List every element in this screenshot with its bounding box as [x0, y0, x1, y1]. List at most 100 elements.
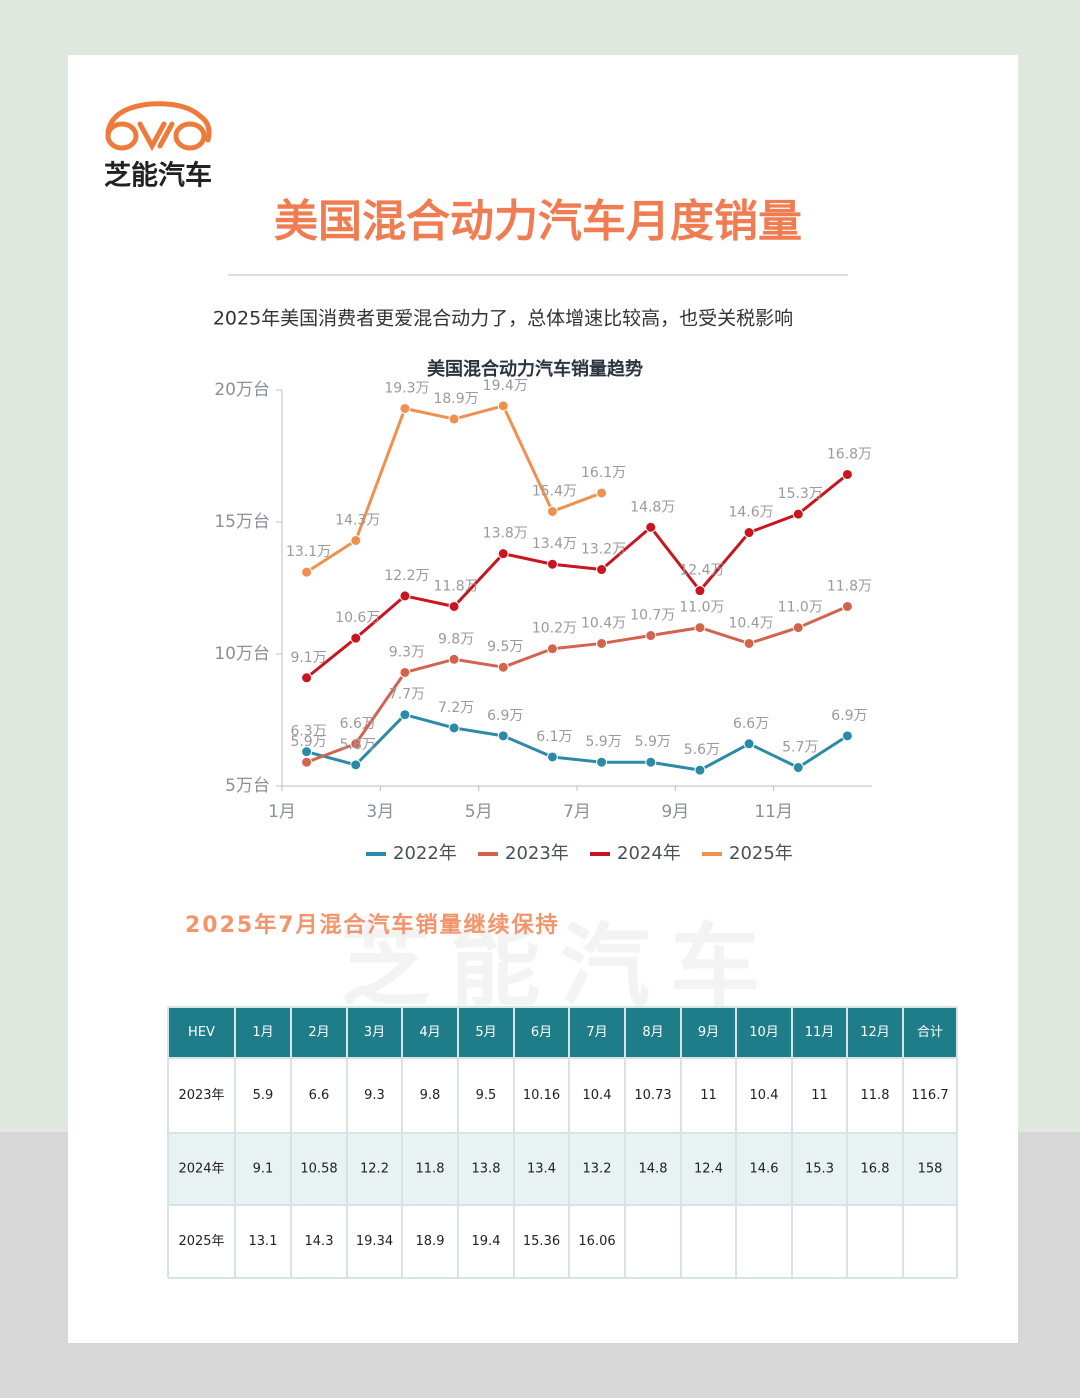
table-header-cell: 6月 [531, 1025, 552, 1040]
table-cell: 10.58 [300, 1162, 337, 1177]
table-cell: 11 [811, 1088, 828, 1103]
table-header-cell: 合计 [917, 1025, 943, 1040]
table-cell: 6.6 [309, 1088, 330, 1103]
data-label: 10.4万 [581, 615, 626, 631]
table-cell: 19.4 [472, 1234, 501, 1249]
data-point [694, 622, 706, 634]
table-cell: 2024年 [178, 1162, 224, 1177]
data-label: 13.2万 [581, 542, 626, 558]
data-label: 13.8万 [483, 526, 528, 542]
page-title: 美国混合动力汽车月度销量 [274, 196, 802, 247]
table-cell: 10.73 [634, 1088, 671, 1103]
y-tick-label: 10万台 [214, 644, 270, 664]
x-tick-label: 9月 [661, 802, 689, 822]
watermark: 芝能汽车 [340, 914, 780, 1019]
table-cell: 9.3 [364, 1088, 385, 1103]
data-point [645, 521, 657, 533]
data-point [546, 751, 558, 763]
table-header-cell: 1月 [252, 1025, 273, 1040]
data-point [301, 566, 313, 578]
legend-label: 2025年 [729, 843, 793, 864]
table-cell: 12.2 [360, 1162, 389, 1177]
data-point [497, 661, 509, 673]
table-header-cell: 7月 [586, 1025, 607, 1040]
table-cell: 15.3 [805, 1162, 834, 1177]
table-cell: 14.8 [639, 1162, 668, 1177]
table-cell: 14.6 [750, 1162, 779, 1177]
table-cell: 158 [918, 1162, 943, 1177]
data-label: 5.9万 [585, 734, 621, 750]
data-label: 12.2万 [384, 568, 429, 584]
table-cell: 9.1 [253, 1162, 274, 1177]
data-point [841, 730, 853, 742]
data-label: 7.7万 [389, 687, 425, 703]
data-label: 13.1万 [286, 544, 331, 560]
data-point [497, 548, 509, 560]
table-header-cell: 10月 [749, 1025, 779, 1040]
data-label: 19.4万 [483, 378, 528, 394]
data-point [301, 672, 313, 684]
data-point [792, 762, 804, 774]
table-cell: 11 [700, 1088, 717, 1103]
data-label: 6.6万 [340, 716, 376, 732]
subtitle: 2025年美国消费者更爱混合动力了，总体增速比较高，也受关税影响 [213, 308, 793, 330]
data-label: 14.6万 [728, 505, 773, 521]
data-point [350, 534, 362, 546]
legend-label: 2023年 [505, 843, 569, 864]
data-point [743, 637, 755, 649]
data-point [448, 413, 460, 425]
table-header-bg [168, 1007, 957, 1058]
table-header-cell: HEV [188, 1025, 215, 1040]
data-point [350, 632, 362, 644]
table-cell: 5.9 [253, 1088, 274, 1103]
table-cell: 11.8 [416, 1162, 445, 1177]
data-point [596, 487, 608, 499]
data-label: 11.8万 [433, 578, 478, 594]
table-cell: 9.8 [420, 1088, 441, 1103]
data-point [399, 402, 411, 414]
table-header-cell: 8月 [642, 1025, 663, 1040]
data-point [596, 756, 608, 768]
data-label: 6.9万 [831, 708, 867, 724]
data-point [399, 709, 411, 721]
data-label: 9.5万 [487, 639, 523, 655]
section-title: 2025年7月混合汽车销量继续保持 [185, 912, 560, 938]
data-point [841, 468, 853, 480]
data-label: 6.1万 [536, 729, 572, 745]
data-label: 7.2万 [438, 700, 474, 716]
data-point [596, 564, 608, 576]
data-label: 10.2万 [532, 621, 577, 637]
data-label: 15.3万 [778, 486, 823, 502]
table-header-cell: 2月 [308, 1025, 329, 1040]
data-point [645, 756, 657, 768]
table-cell: 18.9 [416, 1234, 445, 1249]
table-cell: 13.1 [249, 1234, 278, 1249]
data-label: 15.4万 [532, 483, 577, 499]
x-tick-label: 11月 [754, 802, 793, 822]
table-cell: 11.8 [861, 1088, 890, 1103]
data-point [546, 643, 558, 655]
data-point [399, 666, 411, 678]
logo-text: 芝能汽车 [104, 160, 212, 192]
data-label: 6.9万 [487, 708, 523, 724]
x-tick-label: 1月 [268, 802, 296, 822]
table-header-cell: 3月 [364, 1025, 385, 1040]
data-point [841, 600, 853, 612]
data-label: 12.4万 [679, 563, 724, 579]
table-header-cell: 9月 [698, 1025, 719, 1040]
table-header-cell: 12月 [860, 1025, 890, 1040]
table-cell: 10.4 [750, 1088, 779, 1103]
y-tick-label: 5万台 [225, 776, 270, 796]
data-point [448, 600, 460, 612]
x-tick-label: 3月 [366, 802, 394, 822]
data-label: 5.6万 [684, 742, 720, 758]
data-label: 14.8万 [630, 499, 675, 515]
data-point [448, 653, 460, 665]
chart-title: 美国混合动力汽车销量趋势 [427, 358, 643, 380]
x-tick-label: 7月 [563, 802, 591, 822]
legend-label: 2024年 [617, 843, 681, 864]
table-header-cell: 11月 [805, 1025, 835, 1040]
data-label: 14.3万 [335, 512, 380, 528]
data-point [497, 730, 509, 742]
